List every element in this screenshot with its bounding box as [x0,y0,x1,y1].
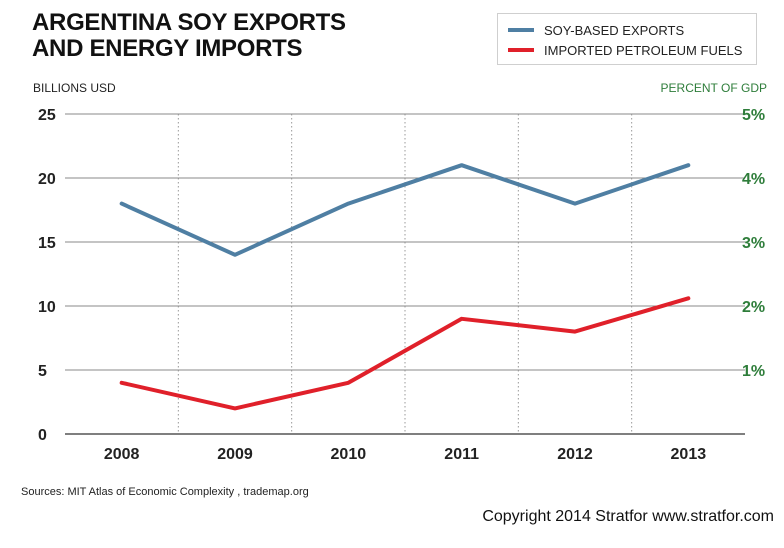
chart-title-line-1: ARGENTINA SOY EXPORTS [32,9,346,36]
legend: SOY-BASED EXPORTS IMPORTED PETROLEUM FUE… [497,13,757,65]
y-axis-label-left: BILLIONS USD [33,81,116,95]
x-tick-label: 2010 [331,446,367,463]
legend-item-petroleum: IMPORTED PETROLEUM FUELS [508,41,742,59]
legend-label-soy: SOY-BASED EXPORTS [544,22,685,38]
y-tick-label: 20 [38,171,56,188]
x-tick-label: 2013 [671,446,707,463]
x-tick-label: 2009 [217,446,253,463]
legend-swatch-petroleum [508,48,534,52]
y-right-tick-label: 3% [742,235,765,252]
series-line-imported-petroleum-fuels [119,296,691,411]
legend-item-soy: SOY-BASED EXPORTS [508,21,684,39]
y-right-tick-label: 5% [742,107,765,124]
x-tick-label: 2012 [557,446,593,463]
y-right-tick-label: 1% [742,363,765,380]
y-tick-label: 10 [38,299,56,316]
y-tick-label: 25 [38,107,56,124]
x-tick-label: 2008 [104,446,140,463]
source-note: Sources: MIT Atlas of Economic Complexit… [21,486,309,498]
y-right-tick-label: 2% [742,299,765,316]
legend-label-petroleum: IMPORTED PETROLEUM FUELS [544,42,743,58]
y-right-tick-label: 4% [742,171,765,188]
chart-title: ARGENTINA SOY EXPORTS AND ENERGY IMPORTS [32,10,346,62]
y-tick-label: 5 [38,363,47,380]
x-tick-label: 2011 [444,446,479,463]
y-tick-label: 15 [38,235,56,252]
y-axis-label-right: PERCENT OF GDP [660,81,767,95]
copyright-note: Copyright 2014 Stratfor www.stratfor.com [482,508,774,525]
legend-swatch-soy [508,28,534,32]
series-line-soy-based-exports [119,163,691,257]
y-tick-label: 0 [38,427,47,444]
chart-title-line-2: AND ENERGY IMPORTS [32,35,303,62]
